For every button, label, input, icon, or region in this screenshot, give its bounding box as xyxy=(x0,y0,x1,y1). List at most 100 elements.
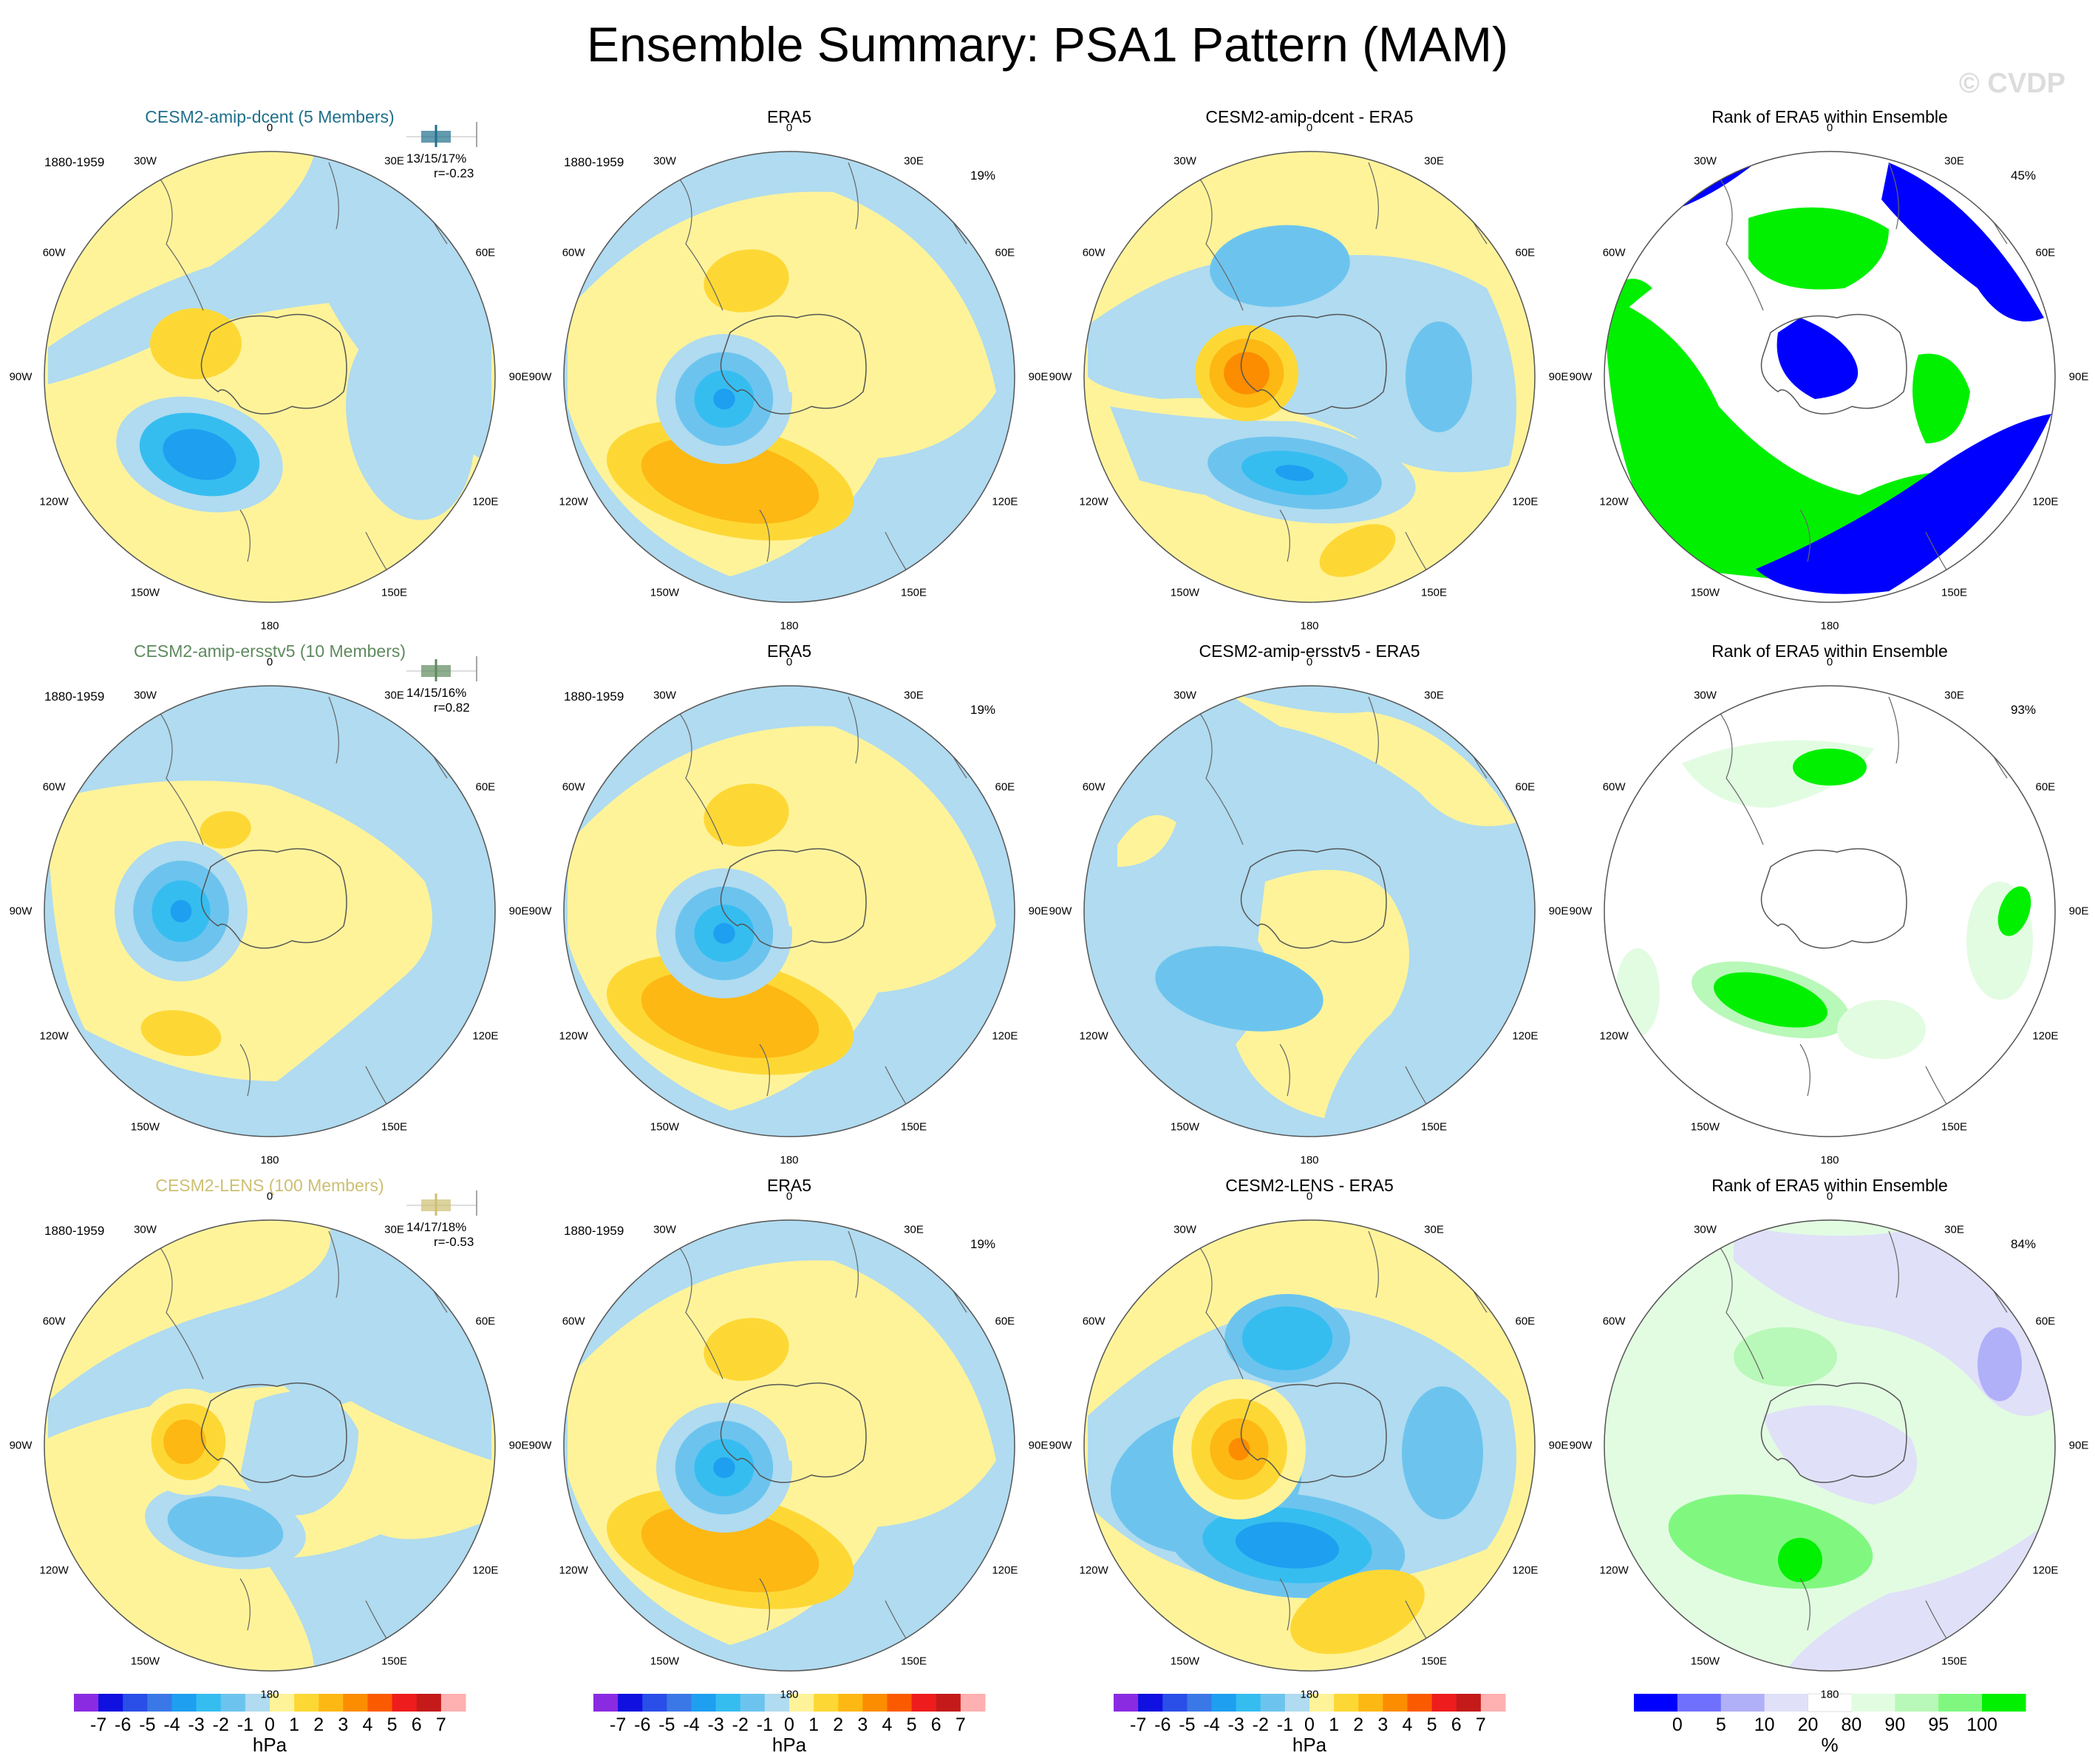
longitude-label: 150E xyxy=(1420,1655,1448,1668)
coastline xyxy=(158,1245,204,1380)
coastline xyxy=(1279,509,1290,562)
coastline xyxy=(1279,1578,1290,1631)
colorbar-swatch xyxy=(1334,1694,1359,1712)
colorbar-swatch xyxy=(416,1694,442,1712)
period-label: 1880-1959 xyxy=(564,155,624,169)
coastline xyxy=(328,696,339,764)
longitude-label: 30W xyxy=(134,154,157,168)
colorbar-unit: hPa xyxy=(252,1734,287,1756)
coastline xyxy=(158,711,204,845)
longitude-label: 120W xyxy=(559,1564,588,1576)
colorbar-swatch xyxy=(715,1694,741,1712)
longitude-label: 90W xyxy=(528,370,552,384)
longitude-label: 90E xyxy=(1028,905,1049,918)
colorbar-swatch xyxy=(1808,1693,1853,1712)
longitude-label: 30E xyxy=(904,154,924,168)
longitude-label: 90W xyxy=(528,905,552,918)
longitude-label: 90E xyxy=(508,370,529,384)
colorbar-swatch xyxy=(1720,1694,1765,1712)
colorbar-swatch xyxy=(814,1694,839,1712)
period-label: 1880-1959 xyxy=(564,1224,624,1238)
coastline xyxy=(200,848,347,949)
map-panel-r2-c2 xyxy=(563,685,1015,1137)
colorbar-swatch xyxy=(147,1694,172,1712)
longitude-label: 60W xyxy=(1082,246,1106,259)
longitude-label: 60E xyxy=(475,1315,496,1327)
longitude-label: 60E xyxy=(995,780,1015,793)
colorbar-swatch xyxy=(1383,1694,1408,1712)
coastline xyxy=(1240,313,1387,415)
colorbar-swatch xyxy=(392,1694,418,1712)
ensemble-spread-bar xyxy=(406,1191,477,1216)
longitude-label: 30E xyxy=(1424,689,1444,702)
longitude-label: 180 xyxy=(260,1154,279,1167)
colorbar-unit: % xyxy=(1821,1734,1839,1756)
longitude-label: 180 xyxy=(1300,1154,1319,1167)
coastline xyxy=(759,1578,770,1631)
ensemble-spread-bar xyxy=(406,656,477,681)
map-panel-r2-c4 xyxy=(1604,685,2056,1137)
coastline xyxy=(1718,1245,1764,1380)
map-border xyxy=(563,1219,1015,1672)
longitude-label: 30W xyxy=(653,1223,676,1236)
longitude-label: 60W xyxy=(42,780,66,793)
longitude-label: 120W xyxy=(1079,1564,1108,1576)
longitude-label: 150E xyxy=(900,586,927,599)
ensemble-stats-label: 14/17/18% xyxy=(406,1220,467,1234)
coastline xyxy=(1760,313,1907,415)
longitude-label: 90E xyxy=(1028,1439,1049,1452)
colorbar-tick-label: 1 xyxy=(1329,1714,1340,1735)
longitude-label: 0 xyxy=(266,1190,273,1203)
panel-title: Rank of ERA5 within Ensemble xyxy=(1711,107,1948,126)
longitude-label: 120E xyxy=(2032,1564,2059,1576)
longitude-label: 90W xyxy=(1569,370,1592,384)
longitude-label: 30W xyxy=(134,1223,157,1236)
longitude-label: 60W xyxy=(562,246,585,259)
longitude-label: 0 xyxy=(1306,121,1313,134)
contour-field xyxy=(1084,1220,1535,1671)
colorbar-swatch xyxy=(367,1694,393,1712)
colorbar-swatch xyxy=(1851,1694,1895,1712)
map-border xyxy=(1083,1219,1536,1672)
map-border xyxy=(1604,685,2056,1137)
colorbar-tick-label: -7 xyxy=(610,1714,627,1735)
contour-field xyxy=(564,151,1015,602)
longitude-label: 60E xyxy=(995,246,1015,259)
longitude-label: 120E xyxy=(992,1029,1018,1042)
coastline xyxy=(1799,1043,1810,1097)
longitude-label: 60W xyxy=(1082,1315,1106,1327)
longitude-label: 90W xyxy=(1049,1439,1072,1452)
colorbar-tick-label: -2 xyxy=(732,1714,749,1735)
coastline xyxy=(239,1578,251,1631)
panel-title: Rank of ERA5 within Ensemble xyxy=(1711,1176,1948,1195)
percent-variance-label: 45% xyxy=(2011,168,2037,183)
longitude-label: 180 xyxy=(1820,1154,1839,1167)
longitude-label: 150E xyxy=(1941,586,1968,599)
coastline xyxy=(1888,162,1899,230)
colorbar-swatch xyxy=(1480,1694,1506,1712)
longitude-label: 120E xyxy=(1512,1564,1539,1576)
coastline xyxy=(720,313,867,415)
colorbar-tick-label: 2 xyxy=(313,1714,324,1735)
colorbar-swatch xyxy=(667,1694,692,1712)
ensemble-spread-bar xyxy=(406,122,477,147)
longitude-label: 150W xyxy=(1170,1655,1200,1668)
longitude-label: 150W xyxy=(130,586,160,599)
longitude-label: 0 xyxy=(1826,655,1833,669)
pattern-correlation-label: r=0.82 xyxy=(434,701,470,715)
longitude-label: 180 xyxy=(1300,619,1319,633)
panel-title: CESM2-amip-ersstv5 (10 Members) xyxy=(133,641,406,661)
period-label: 1880-1959 xyxy=(44,155,105,169)
period-label: 1880-1959 xyxy=(44,689,105,704)
ensemble-stats-label: 13/15/17% xyxy=(406,151,467,166)
contour-field xyxy=(564,1220,1015,1671)
panel-title: CESM2-amip-dcent - ERA5 xyxy=(1205,107,1414,126)
colorbar-tick-label: 5 xyxy=(1426,1714,1437,1735)
colorbar-tick-label: 7 xyxy=(1475,1714,1486,1735)
colorbar-swatch xyxy=(1938,1694,1983,1712)
colorbar-swatch xyxy=(318,1694,344,1712)
colorbar-swatch xyxy=(887,1694,913,1712)
longitude-label: 180 xyxy=(780,619,799,633)
longitude-label: 60E xyxy=(1515,780,1536,793)
